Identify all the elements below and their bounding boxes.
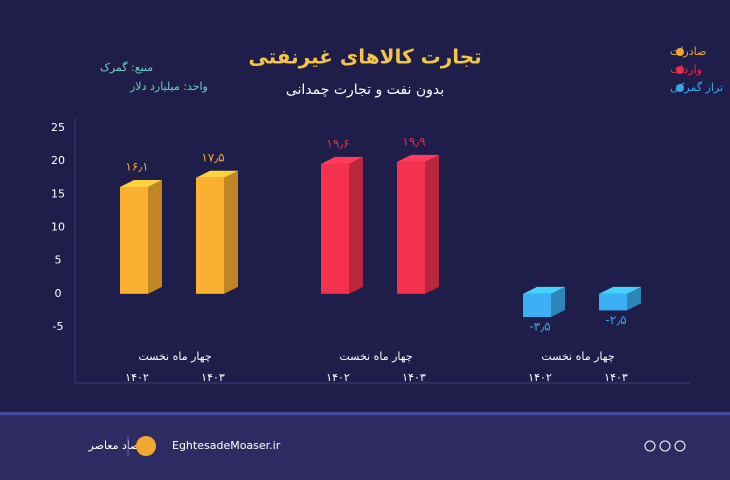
- bar-top: [397, 154, 439, 162]
- y-tick-label: 5: [55, 254, 62, 267]
- group-label: چهار ماه نخست: [339, 350, 412, 363]
- footer-brand: اقتصاد معاصر: [88, 439, 152, 452]
- y-tick-label: -5: [53, 320, 64, 333]
- footer-band: [0, 412, 730, 480]
- y-tick-label: 10: [51, 221, 65, 234]
- legend-marker: [676, 84, 684, 92]
- legend-label: صادرات: [670, 45, 706, 58]
- footer-site: EghtesadeMoaser.ir: [172, 439, 281, 452]
- group-label: چهار ماه نخست: [138, 350, 211, 363]
- value-label: -۲٫۵: [605, 313, 626, 327]
- bar-top: [523, 286, 565, 294]
- value-label: ۱۷٫۵: [201, 150, 224, 164]
- source: منبع: گمرک: [100, 61, 153, 74]
- y-tick-label: 25: [51, 121, 65, 134]
- group-label: چهار ماه نخست: [541, 350, 614, 363]
- bar-top: [321, 156, 363, 164]
- x-tick-label: ۱۴۰۳: [402, 371, 426, 384]
- x-tick-label: ۱۴۰۳: [201, 371, 225, 384]
- x-tick-label: ۱۴۰۲: [528, 371, 552, 384]
- legend-label: تراز گمرکی: [670, 81, 723, 94]
- value-label: ۱۹٫۶: [326, 136, 349, 150]
- social-icon[interactable]: [659, 440, 671, 452]
- bar: [120, 187, 148, 294]
- social-icon[interactable]: [674, 440, 686, 452]
- legend-marker: [676, 48, 684, 56]
- legend-marker: [676, 66, 684, 74]
- y-tick-label: 15: [51, 187, 65, 200]
- social-icon[interactable]: [644, 440, 656, 452]
- footer-strip: [0, 412, 730, 415]
- bar-side: [425, 154, 439, 294]
- bar: [599, 293, 627, 311]
- x-tick-label: ۱۴۰۲: [125, 371, 149, 384]
- y-tick-label: 20: [51, 154, 65, 167]
- unit: واحد: میلیارد دلار: [129, 80, 208, 93]
- value-label: ۱۹٫۹: [402, 134, 425, 148]
- bar: [523, 293, 551, 318]
- bar-side: [551, 286, 565, 318]
- value-label: ۱۶٫۱: [125, 160, 148, 174]
- chart-subtitle: بدون نفت و تجارت چمدانی: [286, 82, 444, 98]
- value-label: -۳٫۵: [529, 320, 550, 334]
- legend-label: واردات: [670, 63, 702, 76]
- bar: [321, 163, 349, 294]
- bar-side: [627, 286, 641, 311]
- x-tick-label: ۱۴۰۲: [326, 371, 350, 384]
- logo: [136, 436, 156, 456]
- chart-title: تجارت کالاهای غیرنفتی: [248, 45, 481, 69]
- bar-side: [224, 170, 238, 294]
- bar-side: [349, 156, 363, 294]
- bar-top: [120, 180, 162, 188]
- bar: [196, 177, 224, 294]
- bar-side: [148, 180, 162, 294]
- bar-top: [599, 286, 641, 294]
- bar-top: [196, 170, 238, 178]
- bar: [397, 161, 425, 294]
- y-tick-label: 0: [55, 287, 62, 300]
- x-tick-label: ۱۴۰۳: [604, 371, 628, 384]
